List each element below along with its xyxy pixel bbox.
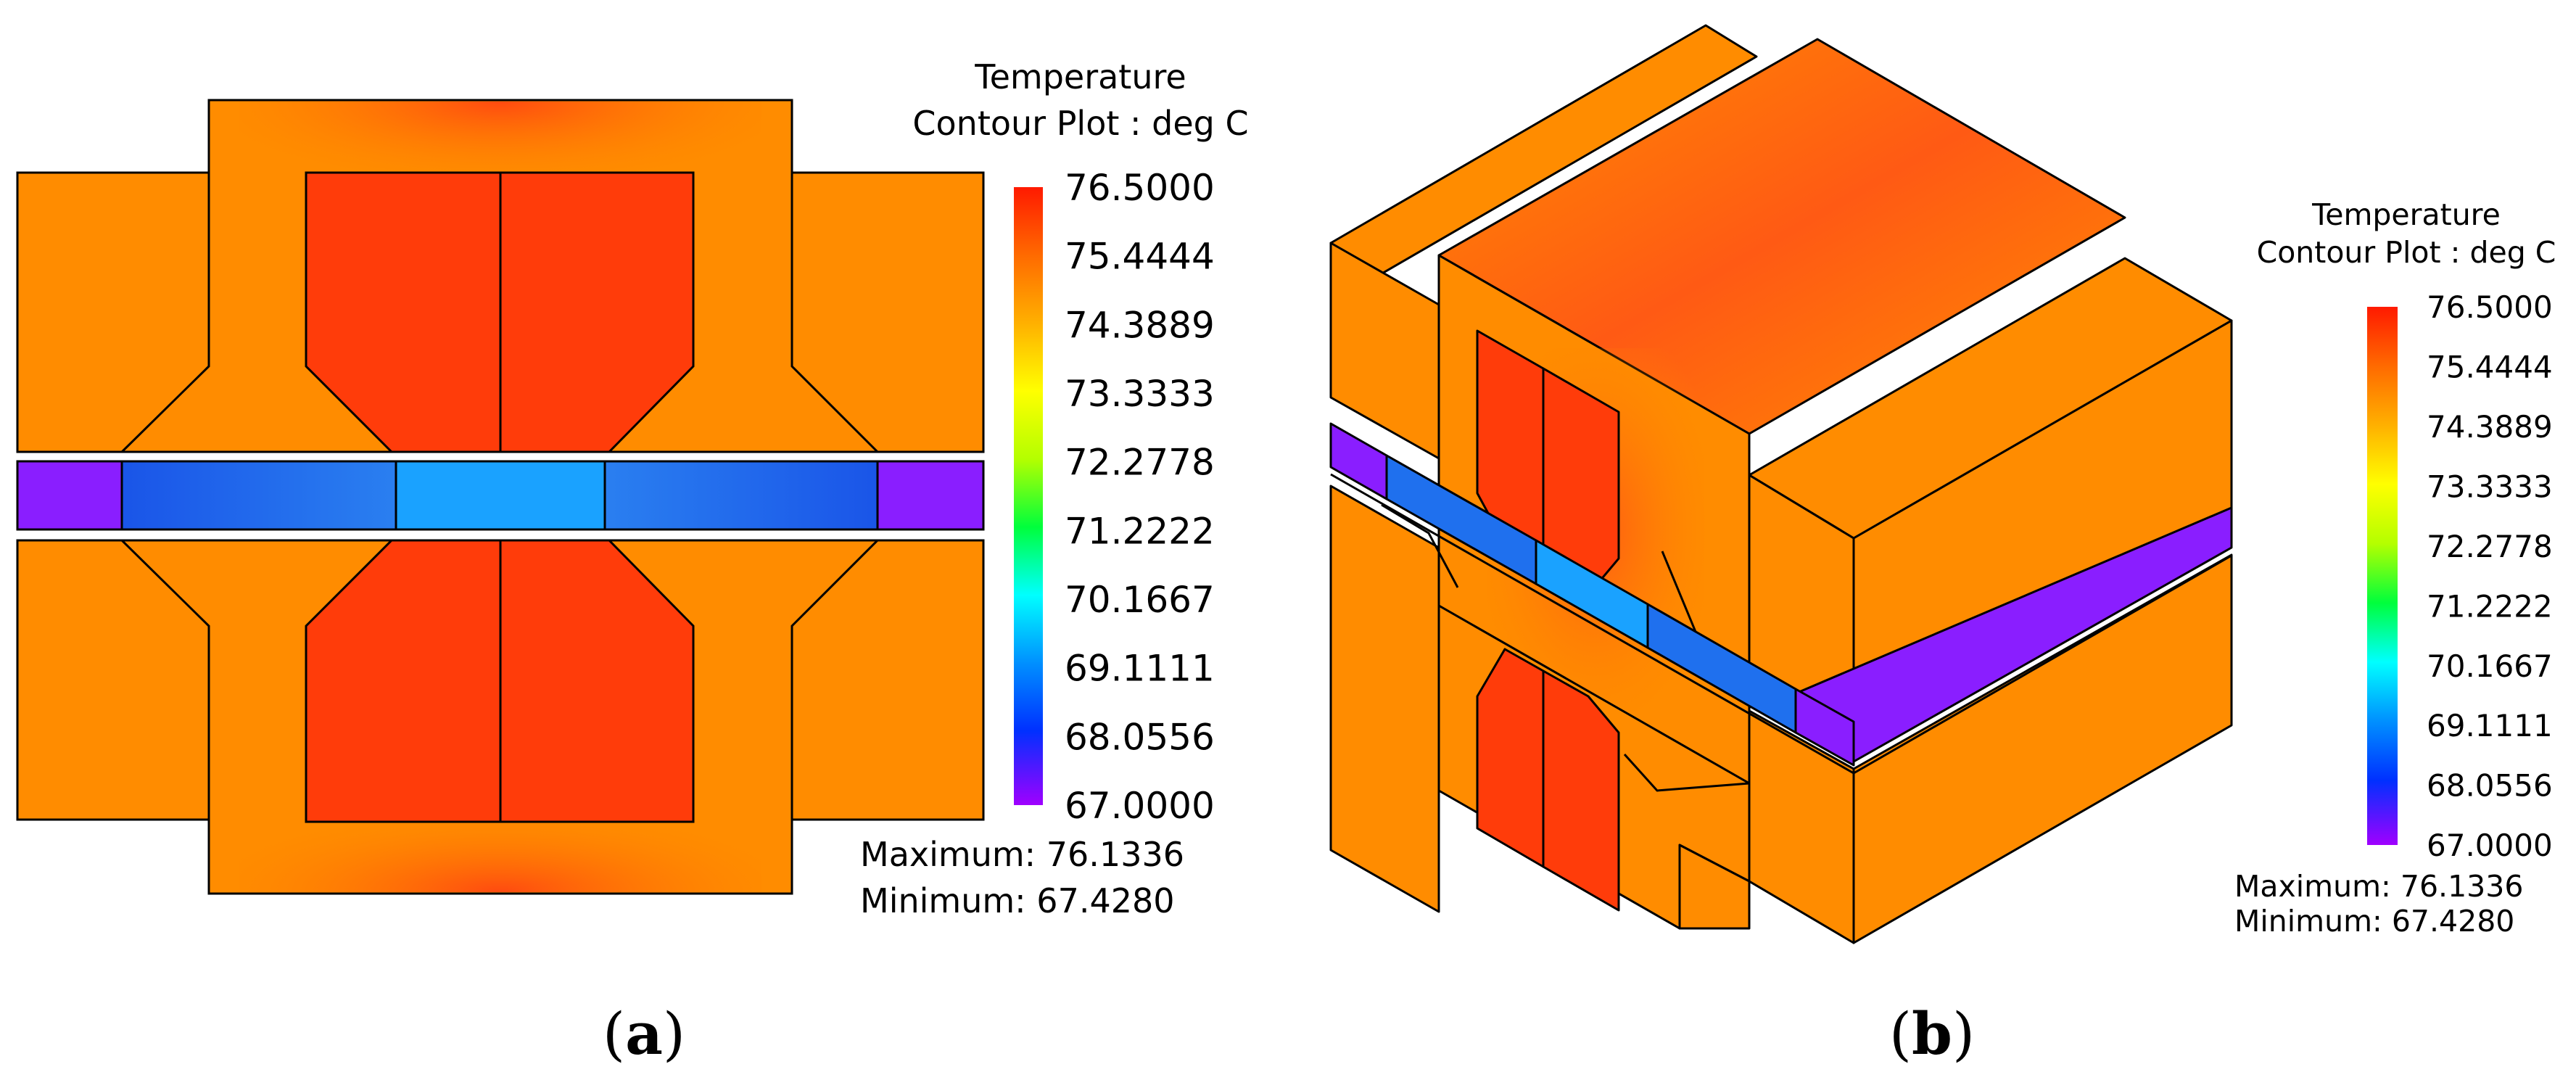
air-gap-strip bbox=[16, 460, 985, 531]
legend-title-line2: Contour Plot : deg C bbox=[2257, 235, 2556, 270]
legend-title-line1: Temperature bbox=[974, 57, 1186, 96]
legend-tick-label: 71.2222 bbox=[1065, 510, 1215, 552]
legend-tick-label: 70.1667 bbox=[2427, 648, 2553, 684]
legend-tick-label: 70.1667 bbox=[1065, 579, 1215, 621]
coil-upper-right bbox=[499, 171, 695, 453]
legend-tick-label: 68.0556 bbox=[2427, 768, 2553, 804]
iso-gap-front-end-left bbox=[1329, 422, 1388, 500]
caption-a: (a) bbox=[602, 999, 686, 1068]
iso-core bbox=[1329, 24, 2233, 944]
legend-tick-label: 75.4444 bbox=[2427, 350, 2553, 385]
legend-tick-label: 69.1111 bbox=[1065, 648, 1215, 690]
coil-lower-right bbox=[499, 539, 695, 823]
legend-a: Temperature Contour Plot : deg C 76.5000… bbox=[860, 57, 1249, 920]
coil-lower-left bbox=[305, 539, 502, 823]
legend-tick-label: 73.3333 bbox=[2427, 469, 2553, 504]
gap-segment-left-end bbox=[16, 460, 123, 531]
legend-tick-label: 72.2778 bbox=[2427, 529, 2553, 564]
gap-segment-right bbox=[603, 460, 879, 531]
legend-tick-label: 69.1111 bbox=[2427, 708, 2553, 743]
core-lower bbox=[16, 539, 985, 895]
iso-coil-upper-right bbox=[1542, 367, 1620, 596]
legend-title-line2: Contour Plot : deg C bbox=[912, 104, 1248, 143]
legend-tick-label: 67.0000 bbox=[1065, 785, 1215, 827]
color-scale-bar bbox=[1014, 187, 1043, 805]
legend-tick-label: 73.3333 bbox=[1065, 373, 1215, 415]
legend-minimum: Minimum: 67.4280 bbox=[860, 881, 1175, 920]
legend-tick-label: 74.3889 bbox=[2427, 409, 2553, 445]
legend-tick-labels: 76.5000 75.4444 74.3889 73.3333 72.2778 71.22… bbox=[2427, 289, 2553, 863]
legend-tick-label: 67.0000 bbox=[2427, 828, 2553, 863]
legend-tick-label: 68.0556 bbox=[1065, 716, 1215, 758]
legend-tick-label: 72.2778 bbox=[1065, 442, 1215, 484]
iso-coil-lower-left bbox=[1476, 648, 1545, 868]
panel-b-figure: Temperature Contour Plot : deg C 76.5000… bbox=[1329, 24, 2556, 944]
iso-gap-front-end-right bbox=[1794, 688, 1855, 767]
legend-tick-label: 76.5000 bbox=[1065, 167, 1215, 209]
panel-b: Temperature Contour Plot : deg C 76.5000… bbox=[1288, 0, 2576, 1077]
coil-upper-left bbox=[305, 171, 502, 453]
panel-a-figure: Temperature Contour Plot : deg C 76.5000… bbox=[16, 57, 1249, 920]
iso-left-block-front bbox=[1329, 242, 1440, 460]
gap-segment-right-end bbox=[876, 460, 985, 531]
legend-b: Temperature Contour Plot : deg C 76.5000… bbox=[2234, 197, 2556, 939]
legend-tick-label: 76.5000 bbox=[2427, 289, 2553, 325]
color-scale-bar bbox=[2367, 307, 2398, 845]
legend-maximum: Maximum: 76.1336 bbox=[2234, 869, 2523, 904]
iso-coil-lower-right bbox=[1542, 669, 1620, 912]
legend-minimum: Minimum: 67.4280 bbox=[2234, 904, 2514, 939]
iso-left-block-front-low bbox=[1329, 485, 1440, 913]
legend-tick-labels: 76.5000 75.4444 74.3889 73.3333 72.2778 71.22… bbox=[1065, 167, 1215, 827]
legend-tick-label: 74.3889 bbox=[1065, 304, 1215, 346]
legend-title-line1: Temperature bbox=[2311, 197, 2501, 232]
core-upper bbox=[16, 99, 985, 453]
caption-b: (b) bbox=[1888, 999, 1976, 1068]
legend-tick-label: 71.2222 bbox=[2427, 588, 2553, 624]
gap-segment-center bbox=[395, 460, 606, 531]
iso-right-lower-cap bbox=[1678, 844, 1751, 930]
gap-segment-left bbox=[120, 460, 397, 531]
legend-tick-label: 75.4444 bbox=[1065, 236, 1215, 278]
panel-a: Temperature Contour Plot : deg C 76.5000… bbox=[0, 0, 1288, 1077]
legend-maximum: Maximum: 76.1336 bbox=[860, 835, 1184, 874]
